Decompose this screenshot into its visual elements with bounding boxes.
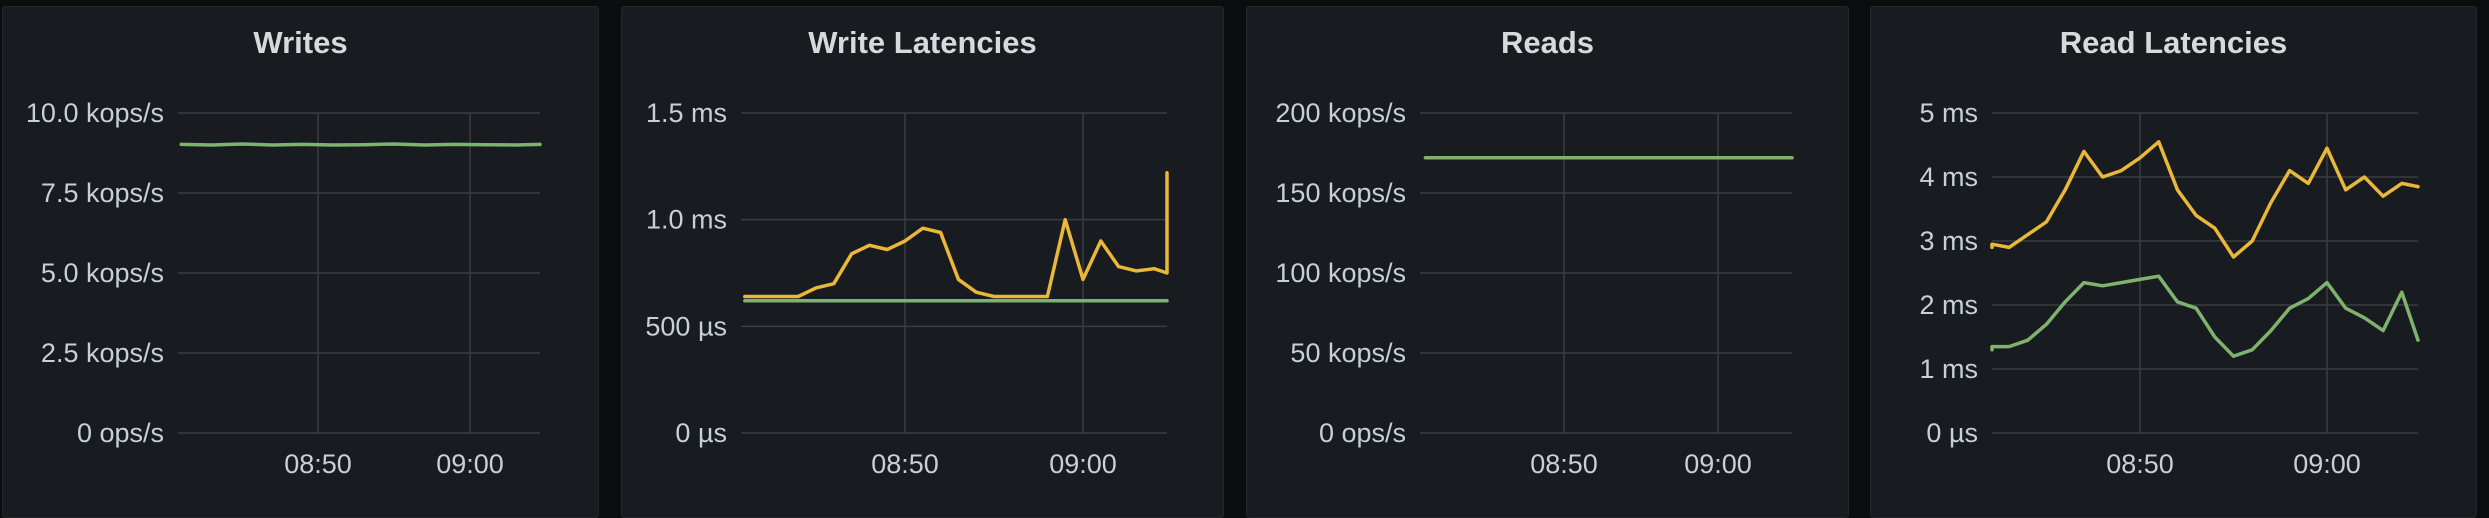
y-tick-label: 200 kops/s bbox=[1275, 98, 1406, 128]
chart-read-latencies: 0 µs 1 ms 2 ms 3 ms 4 ms 5 ms 08:50 09:00 bbox=[1919, 98, 2420, 479]
y-tick-label: 0 µs bbox=[1926, 418, 1978, 448]
x-tick-label: 09:00 bbox=[2293, 449, 2361, 479]
x-tick-label: 08:50 bbox=[871, 449, 939, 479]
series-line-0[interactable] bbox=[743, 170, 1169, 299]
x-tick-label: 09:00 bbox=[1049, 449, 1117, 479]
chart-writes: 0 ops/s 2.5 kops/s 5.0 kops/s 7.5 kops/s 10.… bbox=[26, 98, 542, 479]
y-tick-label: 150 kops/s bbox=[1275, 178, 1406, 208]
y-tick-label: 5 ms bbox=[1919, 98, 1978, 128]
panel-write-latencies[interactable]: Write Latencies 0 µs 500 µs 1.0 ms 1.5 ms 08… bbox=[621, 6, 1224, 518]
y-tick-label: 4 ms bbox=[1919, 162, 1978, 192]
chart-reads: 0 ops/s 50 kops/s 100 kops/s 150 kops/s 200 … bbox=[1275, 98, 1794, 479]
panel-title[interactable]: Read Latencies bbox=[2059, 25, 2288, 60]
chart-write-latencies: 0 µs 500 µs 1.0 ms 1.5 ms 08:50 09:00 bbox=[645, 98, 1169, 479]
panel-writes[interactable]: Writes 0 ops/s 2.5 kops/s 5.0 kops/s 7.5 ko… bbox=[2, 6, 599, 518]
y-tick-label: 50 kops/s bbox=[1290, 338, 1406, 368]
y-tick-label: 5.0 kops/s bbox=[41, 258, 164, 288]
y-tick-label: 7.5 kops/s bbox=[41, 178, 164, 208]
y-tick-label: 0 ops/s bbox=[1319, 418, 1406, 448]
x-tick-label: 08:50 bbox=[284, 449, 352, 479]
y-tick-label: 2 ms bbox=[1919, 290, 1978, 320]
panel-title[interactable]: Writes bbox=[253, 25, 348, 60]
y-tick-label: 2.5 kops/s bbox=[41, 338, 164, 368]
panel-reads[interactable]: Reads 0 ops/s 50 kops/s 100 kops/s 150 kops… bbox=[1246, 6, 1849, 518]
y-tick-label: 1.0 ms bbox=[646, 205, 727, 235]
y-tick-label: 3 ms bbox=[1919, 226, 1978, 256]
x-tick-label: 08:50 bbox=[1530, 449, 1598, 479]
panel-read-latencies[interactable]: Read Latencies 0 µs 1 ms 2 ms 3 ms 4 ms 5 ms 0… bbox=[1870, 6, 2477, 518]
x-tick-label: 09:00 bbox=[1684, 449, 1752, 479]
y-tick-label: 1 ms bbox=[1919, 354, 1978, 384]
x-tick-label: 08:50 bbox=[2106, 449, 2174, 479]
panel-title[interactable]: Reads bbox=[1500, 25, 1595, 60]
panel-title[interactable]: Write Latencies bbox=[808, 25, 1037, 60]
y-tick-label: 500 µs bbox=[645, 311, 727, 341]
y-tick-label: 0 µs bbox=[675, 418, 727, 448]
series-line-0[interactable] bbox=[1990, 140, 2420, 259]
series-line-0[interactable] bbox=[179, 142, 542, 147]
y-tick-label: 1.5 ms bbox=[646, 98, 727, 128]
y-tick-label: 100 kops/s bbox=[1275, 258, 1406, 288]
y-tick-label: 10.0 kops/s bbox=[26, 98, 164, 128]
y-tick-label: 0 ops/s bbox=[77, 418, 164, 448]
x-tick-label: 09:00 bbox=[436, 449, 504, 479]
series-line-1[interactable] bbox=[1990, 274, 2420, 358]
